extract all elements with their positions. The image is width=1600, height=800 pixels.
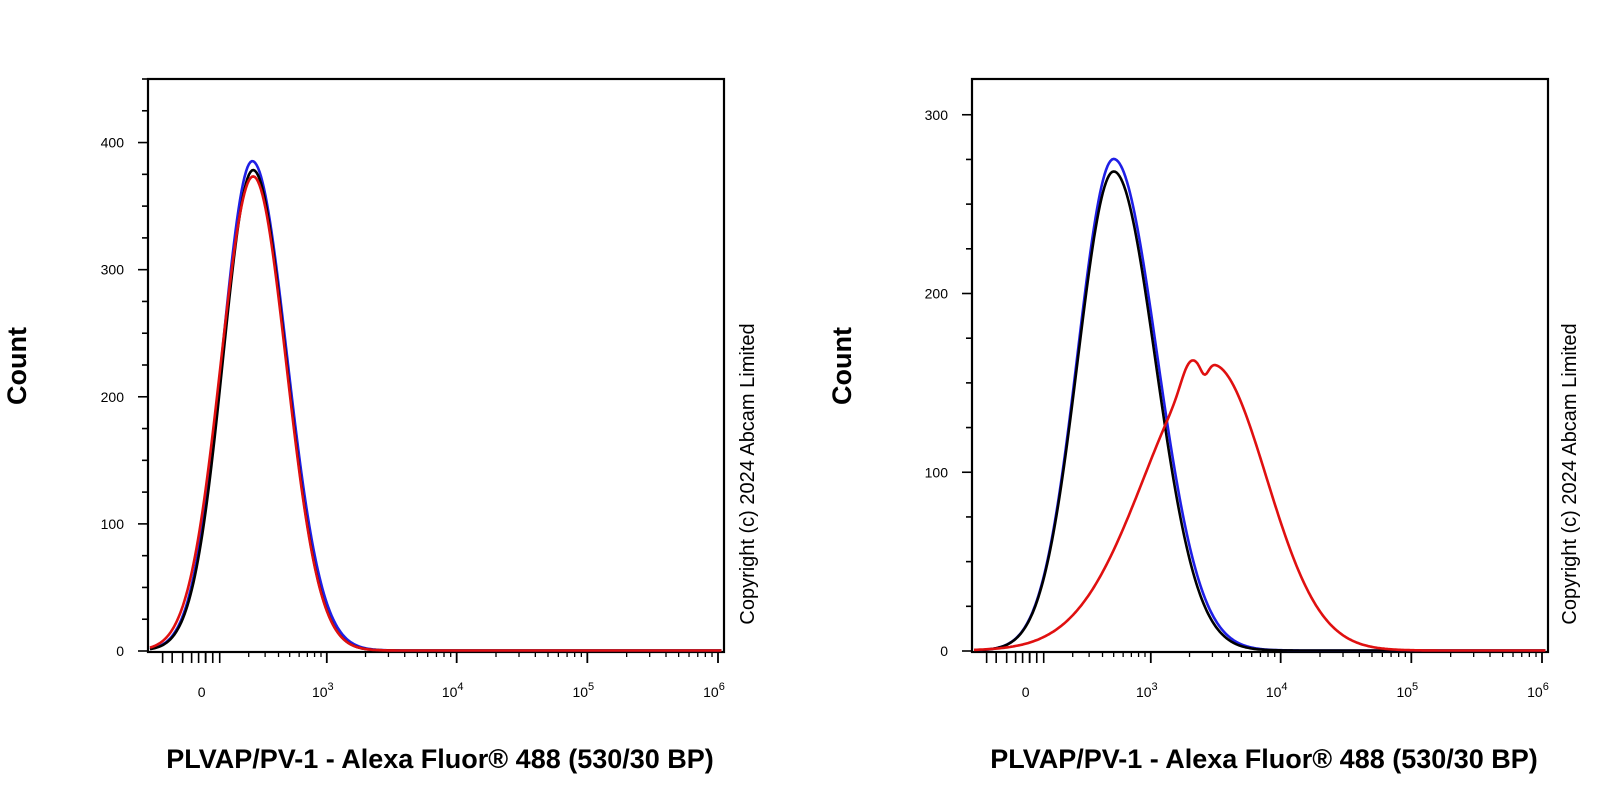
right-y-tick-label: 100 [925, 464, 949, 480]
left-x-tick-label: 105 [572, 681, 594, 700]
left-y-tick-label: 0 [116, 643, 124, 659]
left-panel: 0 100 200 300 400 0 103 104 105 106 Count PLVAP/… [2, 77, 759, 774]
right-curves [973, 157, 1546, 652]
left-y-tick-label: 100 [101, 516, 125, 532]
right-x-tick-label: 103 [1136, 681, 1158, 700]
left-x-tick-label: 104 [442, 681, 464, 700]
right-y-ticks: 0 100 200 300 [925, 107, 972, 659]
right-x-tick-label: 105 [1396, 681, 1418, 700]
right-series-blue [974, 157, 1546, 652]
right-y-tick-label: 0 [940, 643, 948, 659]
right-x-tick-label: 104 [1266, 681, 1288, 700]
right-y-axis-title: Count [827, 327, 857, 405]
left-x-ticks: 0 103 104 105 106 [161, 651, 725, 700]
left-x-axis-title: PLVAP/PV-1 - Alexa Fluor® 488 (530/30 BP… [166, 744, 714, 774]
left-x-tick-label: 106 [703, 681, 725, 700]
left-y-tick-label: 200 [101, 389, 125, 405]
left-x-tick-label: 103 [312, 681, 334, 700]
right-x-ticks: 0 103 104 105 106 [985, 651, 1549, 700]
right-copyright: Copyright (c) 2024 Abcam Limited [1559, 323, 1581, 624]
right-x-axis-title: PLVAP/PV-1 - Alexa Fluor® 488 (530/30 BP… [990, 744, 1538, 774]
left-x-tick-label: 0 [198, 684, 206, 700]
left-y-tick-label: 400 [101, 135, 125, 151]
right-y-tick-label: 200 [925, 286, 949, 302]
left-plot-frame [146, 77, 726, 654]
right-y-tick-label: 300 [925, 107, 949, 123]
right-panel: 0 100 200 300 0 103 104 105 106 Count PLVAP/PV-… [827, 77, 1581, 774]
right-plot-frame [970, 77, 1550, 654]
left-copyright: Copyright (c) 2024 Abcam Limited [737, 323, 759, 624]
left-curves [149, 159, 722, 652]
right-x-tick-label: 106 [1527, 681, 1549, 700]
left-series-red [149, 175, 722, 652]
left-y-ticks: 0 100 200 300 400 [101, 78, 148, 659]
right-series-red [973, 359, 1546, 652]
right-series-black [974, 170, 1546, 652]
right-x-tick-label: 0 [1022, 684, 1030, 700]
left-y-axis-title: Count [2, 327, 32, 405]
left-y-tick-label: 300 [101, 262, 125, 278]
